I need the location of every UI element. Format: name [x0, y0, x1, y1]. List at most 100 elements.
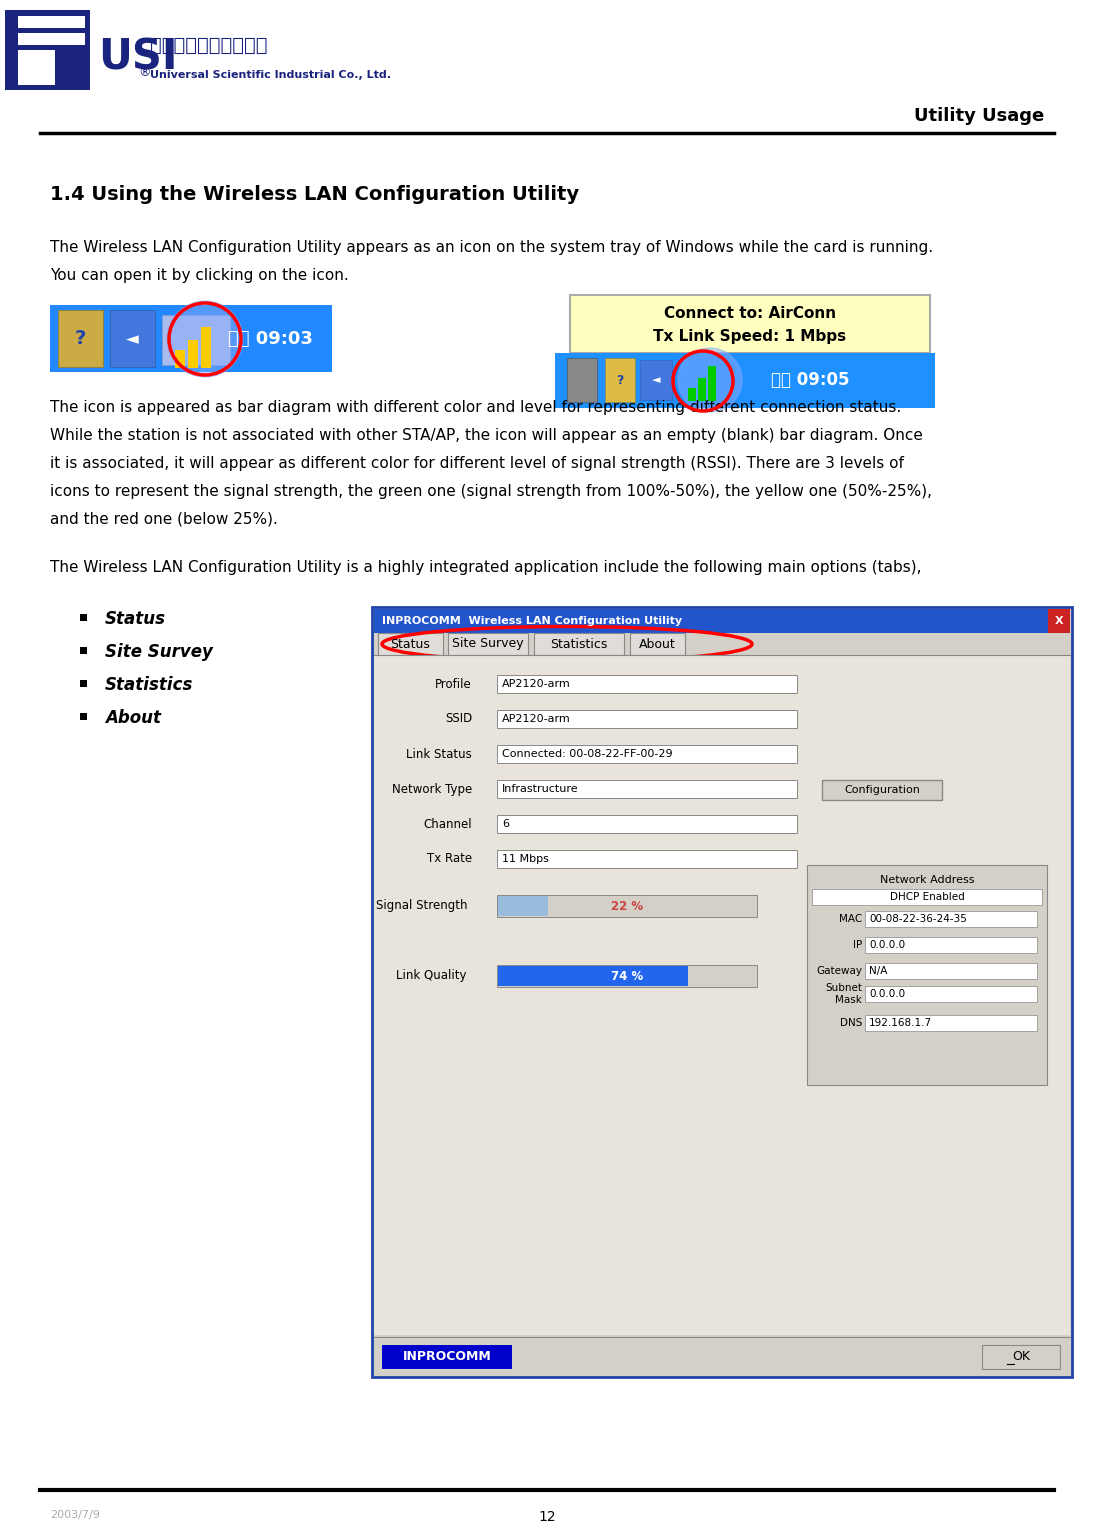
Text: ®: ® — [138, 66, 151, 80]
Text: Subnet
Mask: Subnet Mask — [825, 983, 862, 1004]
Text: and the red one (below 25%).: and the red one (below 25%). — [50, 512, 278, 527]
Text: The Wireless LAN Configuration Utility is a highly integrated application includ: The Wireless LAN Configuration Utility i… — [50, 560, 921, 575]
FancyBboxPatch shape — [497, 675, 798, 693]
FancyBboxPatch shape — [110, 310, 155, 366]
FancyBboxPatch shape — [497, 745, 798, 763]
Text: MAC: MAC — [839, 914, 862, 924]
Text: ?: ? — [74, 330, 85, 348]
FancyBboxPatch shape — [58, 310, 103, 366]
FancyBboxPatch shape — [497, 710, 798, 728]
Text: ?: ? — [616, 374, 624, 386]
FancyBboxPatch shape — [162, 314, 230, 365]
FancyBboxPatch shape — [372, 607, 1072, 1377]
Polygon shape — [10, 15, 85, 28]
FancyBboxPatch shape — [50, 305, 331, 373]
FancyBboxPatch shape — [497, 780, 798, 799]
Text: 1.4 Using the Wireless LAN Configuration Utility: 1.4 Using the Wireless LAN Configuration… — [50, 185, 579, 204]
FancyBboxPatch shape — [374, 1337, 1070, 1375]
Text: Signal Strength: Signal Strength — [375, 898, 467, 912]
Text: Site Survey: Site Survey — [105, 642, 213, 661]
Text: icons to represent the signal strength, the green one (signal strength from 100%: icons to represent the signal strength, … — [50, 484, 932, 500]
Text: Universal Scientific Industrial Co., Ltd.: Universal Scientific Industrial Co., Ltd… — [150, 71, 391, 80]
Polygon shape — [10, 51, 55, 84]
FancyBboxPatch shape — [865, 911, 1037, 927]
Text: Statistics: Statistics — [550, 638, 607, 650]
Text: 11 Mbps: 11 Mbps — [502, 854, 549, 865]
Text: Network Type: Network Type — [392, 782, 472, 796]
FancyBboxPatch shape — [374, 655, 1070, 1335]
Text: 環陆電氣股份有限公司: 環陆電氣股份有限公司 — [150, 35, 268, 55]
Text: Profile: Profile — [435, 678, 472, 690]
FancyBboxPatch shape — [640, 360, 672, 400]
Polygon shape — [10, 34, 85, 44]
FancyBboxPatch shape — [534, 633, 624, 655]
FancyBboxPatch shape — [497, 964, 757, 987]
FancyBboxPatch shape — [822, 780, 942, 800]
Text: IP: IP — [852, 940, 862, 950]
FancyBboxPatch shape — [570, 294, 930, 353]
Text: OK: OK — [1012, 1351, 1029, 1363]
Text: SSID: SSID — [445, 713, 472, 725]
Text: Network Address: Network Address — [880, 875, 975, 885]
FancyBboxPatch shape — [982, 1344, 1060, 1369]
FancyBboxPatch shape — [698, 379, 706, 402]
Polygon shape — [5, 11, 90, 90]
Text: Utility Usage: Utility Usage — [913, 107, 1044, 126]
Text: Tx Link Speed: 1 Mbps: Tx Link Speed: 1 Mbps — [653, 330, 847, 345]
Text: 下午 09:05: 下午 09:05 — [771, 371, 849, 389]
Text: DNS: DNS — [839, 1018, 862, 1029]
Text: 22 %: 22 % — [610, 900, 643, 912]
Text: 下午 09:03: 下午 09:03 — [228, 330, 313, 348]
FancyBboxPatch shape — [708, 366, 715, 402]
FancyBboxPatch shape — [865, 937, 1037, 954]
Text: it is associated, it will appear as different color for different level of signa: it is associated, it will appear as diff… — [50, 455, 904, 471]
Text: The icon is appeared as bar diagram with different color and level for represent: The icon is appeared as bar diagram with… — [50, 400, 901, 415]
Text: INPROCOMM: INPROCOMM — [403, 1351, 491, 1363]
FancyBboxPatch shape — [812, 889, 1041, 904]
Text: Status: Status — [391, 638, 430, 650]
Text: Channel: Channel — [423, 817, 472, 831]
Text: Link Quality: Link Quality — [396, 969, 467, 981]
Text: DHCP Enabled: DHCP Enabled — [889, 892, 965, 901]
FancyBboxPatch shape — [498, 966, 688, 986]
Circle shape — [678, 348, 742, 412]
FancyBboxPatch shape — [80, 681, 88, 687]
FancyBboxPatch shape — [80, 647, 88, 655]
FancyBboxPatch shape — [555, 353, 935, 408]
FancyBboxPatch shape — [1048, 609, 1070, 633]
FancyBboxPatch shape — [497, 849, 798, 868]
Text: Connect to: AirConn: Connect to: AirConn — [664, 305, 836, 320]
FancyBboxPatch shape — [497, 816, 798, 832]
FancyBboxPatch shape — [865, 963, 1037, 980]
Text: ◄: ◄ — [652, 376, 661, 385]
FancyBboxPatch shape — [449, 633, 528, 655]
FancyBboxPatch shape — [382, 1344, 512, 1369]
Text: 6: 6 — [502, 819, 509, 829]
Text: N/A: N/A — [869, 966, 887, 977]
FancyBboxPatch shape — [567, 359, 597, 402]
Text: ◄: ◄ — [126, 330, 138, 348]
FancyBboxPatch shape — [201, 327, 211, 368]
Text: X: X — [1055, 616, 1063, 625]
Text: AP2120-arm: AP2120-arm — [502, 714, 571, 724]
FancyBboxPatch shape — [865, 986, 1037, 1003]
Text: Tx Rate: Tx Rate — [427, 852, 472, 866]
FancyBboxPatch shape — [688, 388, 696, 402]
Text: 2003/7/9: 2003/7/9 — [50, 1510, 100, 1521]
FancyBboxPatch shape — [498, 895, 548, 917]
Text: USI: USI — [98, 35, 177, 78]
Text: Infrastructure: Infrastructure — [502, 783, 579, 794]
Text: 74 %: 74 % — [610, 969, 643, 983]
Text: Configuration: Configuration — [845, 785, 920, 796]
FancyBboxPatch shape — [374, 609, 1070, 633]
Text: Gateway: Gateway — [816, 966, 862, 977]
FancyBboxPatch shape — [605, 359, 635, 402]
Circle shape — [167, 300, 243, 377]
Text: While the station is not associated with other STA/AP, the icon will appear as a: While the station is not associated with… — [50, 428, 923, 443]
Text: The Wireless LAN Configuration Utility appears as an icon on the system tray of : The Wireless LAN Configuration Utility a… — [50, 241, 933, 254]
FancyBboxPatch shape — [80, 713, 88, 721]
Text: 0.0.0.0: 0.0.0.0 — [869, 989, 905, 1000]
Polygon shape — [10, 15, 18, 84]
FancyBboxPatch shape — [497, 895, 757, 917]
FancyBboxPatch shape — [807, 865, 1047, 1085]
